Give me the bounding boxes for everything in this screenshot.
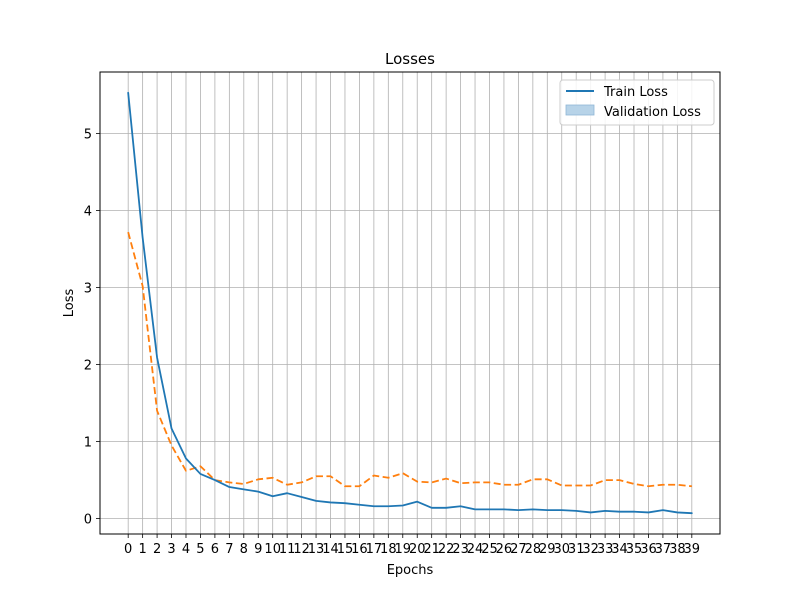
x-tick-label: 25 bbox=[481, 542, 498, 557]
x-tick-label: 11 bbox=[279, 542, 296, 557]
chart-title: Losses bbox=[385, 50, 435, 68]
grid bbox=[100, 72, 720, 534]
x-tick-label: 30 bbox=[553, 542, 570, 557]
series-line-validation-loss bbox=[127, 231, 692, 488]
x-tick-label: 24 bbox=[467, 542, 484, 557]
x-tick-label: 36 bbox=[640, 542, 657, 557]
x-tick-label: 3 bbox=[167, 542, 175, 557]
x-tick-label: 15 bbox=[337, 542, 354, 557]
x-tick-label: 34 bbox=[611, 542, 628, 557]
x-tick-label: 17 bbox=[366, 542, 383, 557]
x-tick-label: 16 bbox=[351, 542, 368, 557]
x-tick-label: 4 bbox=[182, 542, 190, 557]
y-tick-label: 5 bbox=[84, 128, 92, 143]
x-tick-label: 14 bbox=[322, 542, 339, 557]
x-tick-label: 0 bbox=[124, 542, 132, 557]
x-tick-label: 13 bbox=[308, 542, 325, 557]
x-axis: 0 1 2 3 4 5 6 7 8 9 101112131415161718192021222324… bbox=[124, 534, 700, 557]
x-tick-label: 33 bbox=[597, 542, 614, 557]
y-axis-title: Loss bbox=[62, 289, 77, 318]
y-tick-label: 3 bbox=[84, 282, 92, 297]
y-axis: 0 1 2 3 4 5 bbox=[84, 128, 100, 528]
x-tick-label: 37 bbox=[655, 542, 672, 557]
x-tick-label: 5 bbox=[196, 542, 204, 557]
x-tick-label: 21 bbox=[423, 542, 440, 557]
x-tick-label: 22 bbox=[438, 542, 455, 557]
legend-label-train-loss: Train Loss bbox=[603, 85, 668, 100]
y-tick-label: 2 bbox=[84, 359, 92, 374]
legend: Train Loss Validation Loss bbox=[559, 79, 715, 126]
x-tick-label: 32 bbox=[582, 542, 599, 557]
x-tick-label: 2 bbox=[153, 542, 161, 557]
x-tick-label: 27 bbox=[510, 542, 527, 557]
x-tick-label: 10 bbox=[264, 542, 281, 557]
x-tick-label: 19 bbox=[395, 542, 412, 557]
series-line-train-loss bbox=[127, 91, 693, 515]
legend-label-validation-loss: Validation Loss bbox=[604, 105, 701, 120]
x-tick-label: 12 bbox=[293, 542, 310, 557]
x-tick-label: 31 bbox=[568, 542, 585, 557]
legend-swatch-validation-loss bbox=[565, 104, 595, 116]
plot-frame bbox=[99, 71, 721, 535]
x-tick-label: 20 bbox=[409, 542, 426, 557]
x-tick-label: 28 bbox=[525, 542, 542, 557]
x-tick-label: 18 bbox=[380, 542, 397, 557]
x-tick-label: 35 bbox=[626, 542, 643, 557]
x-tick-label: 39 bbox=[684, 542, 701, 557]
x-tick-label: 26 bbox=[496, 542, 513, 557]
y-tick-label: 0 bbox=[84, 513, 92, 528]
x-tick-label: 6 bbox=[211, 542, 219, 557]
x-tick-label: 9 bbox=[254, 542, 262, 557]
x-tick-label: 7 bbox=[225, 542, 233, 557]
x-tick-label: 38 bbox=[669, 542, 686, 557]
x-tick-label: 29 bbox=[539, 542, 556, 557]
y-tick-label: 4 bbox=[84, 205, 92, 220]
x-tick-label: 1 bbox=[138, 542, 146, 557]
x-tick-label: 23 bbox=[452, 542, 469, 557]
x-axis-title: Epochs bbox=[387, 563, 434, 578]
x-tick-label: 8 bbox=[240, 542, 248, 557]
y-tick-label: 1 bbox=[84, 436, 92, 451]
series-group bbox=[127, 91, 693, 515]
legend-box bbox=[559, 79, 715, 126]
